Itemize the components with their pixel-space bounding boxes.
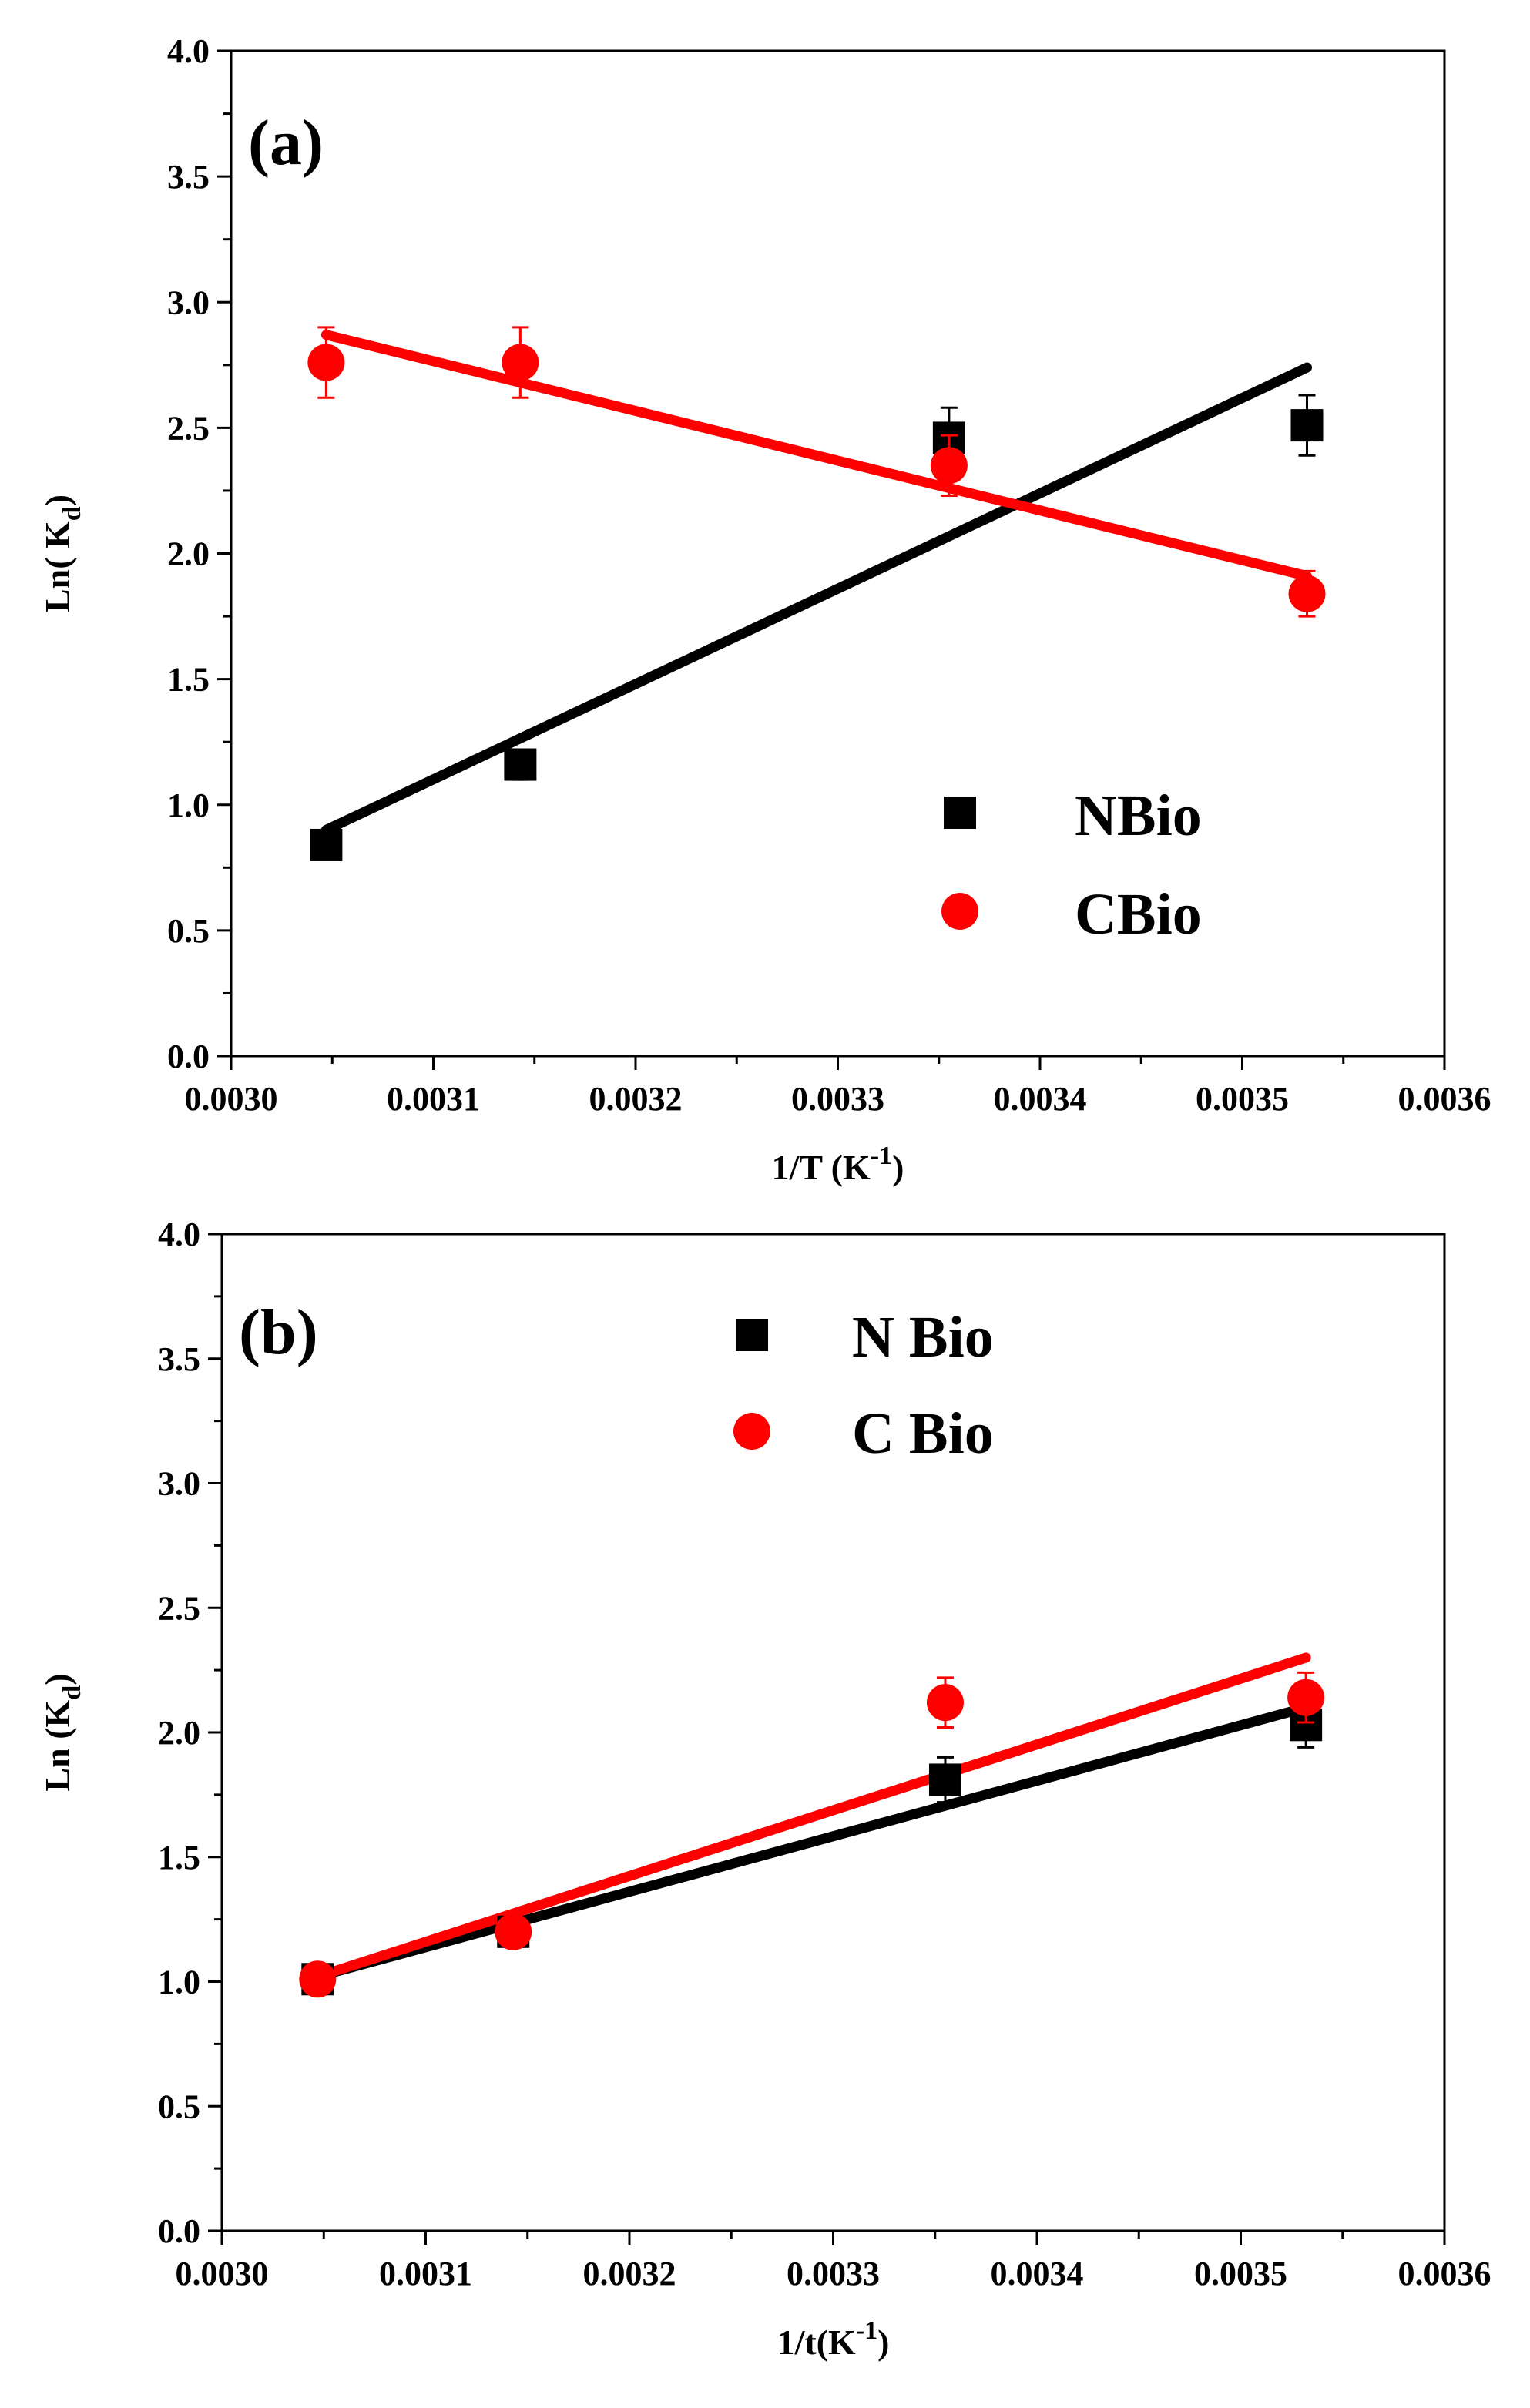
panel-b-legend-1-marker [736, 1319, 768, 1351]
panel-b-y-tick-label: 2.0 [158, 1714, 200, 1752]
panel-b-y-tick-label: 0.0 [158, 2212, 200, 2250]
panel-a-x-tick-label: 0.0033 [791, 1080, 884, 1118]
panel-b-x-tick-label: 0.0034 [991, 2255, 1084, 2292]
panel-b-x-tick-label: 0.0033 [787, 2255, 880, 2292]
panel-b-series-1-point [928, 1763, 961, 1796]
panel-a-legend-1-marker [944, 797, 976, 829]
panel-a-y-axis-label-main: Ln( K [38, 521, 77, 612]
panel-b-y-axis-label-tail: ) [38, 1673, 77, 1685]
panel-b-series-2-point [1287, 1679, 1325, 1716]
panel-a-x-tick-label: 0.0036 [1398, 1080, 1491, 1118]
panel-a-series-2-point [1288, 575, 1326, 612]
panel-a-series-1-fit-line [320, 362, 1312, 835]
panel-b-series-2-point [495, 1913, 532, 1950]
panel-b-x-tick-label: 0.0032 [583, 2255, 676, 2292]
panel-b-x-axis-label-sup: -1 [856, 2316, 877, 2345]
panel-a-y-axis-label-tail: ) [38, 495, 77, 506]
panel-a-legend-2-marker [941, 893, 978, 930]
panel-a-series-2-fit-line [320, 330, 1312, 582]
panel-a-x-axis-label: 1/T (K-1) [772, 1142, 904, 1187]
panel-a-y-tick-label: 0.0 [167, 1038, 210, 1075]
panel-b-series-2-point [299, 1960, 337, 1998]
panel-a-y-tick-label: 4.0 [167, 32, 210, 70]
panel-b-panel-label: (b) [239, 1296, 318, 1368]
panel-a-legend-1-label: NBio [1075, 783, 1202, 848]
panel-a-x-tick-label: 0.0034 [994, 1080, 1087, 1118]
panel-a-panel-label: (a) [248, 107, 324, 179]
panel-a-y-axis-label: Ln( Kd) [38, 495, 86, 612]
panel-b-x-axis-label-main: 1/t(K [777, 2322, 856, 2362]
panel-b-y-tick-label: 0.5 [158, 2088, 200, 2125]
panel-a-series-2-point [307, 344, 345, 381]
panel-a-y-tick-label: 0.5 [167, 912, 210, 950]
panel-b-legend-1-label: N Bio [852, 1305, 994, 1370]
panel-a-y-axis-label-sub: d [58, 506, 86, 521]
panel-a-x-axis-label-main: 1/T (K [772, 1148, 871, 1187]
panel-b-series-2-fit-line [312, 1652, 1311, 1982]
panel-a-y-tick-label: 3.0 [167, 283, 210, 321]
panel-a-plot-frame [230, 49, 1446, 1058]
panel-b-x-axis-label: 1/t(K-1) [777, 2316, 890, 2362]
panel-b-y-axis-label-main: Ln (K [38, 1699, 77, 1791]
panel-b-y-tick-label: 3.0 [158, 1465, 200, 1503]
panel-a-series-1-point [504, 748, 537, 781]
panel-b-y-tick-label: 1.0 [158, 1964, 200, 2001]
panel-a: 0.0030 0.0031 0.0032 0.0033 0.0034 0.0035 0.00… [38, 32, 1491, 1187]
panel-a-series-1-point [310, 828, 343, 861]
panel-b-x-tick-label: 0.0035 [1194, 2255, 1287, 2292]
panel-a-y-tick-label: 3.5 [167, 158, 210, 196]
panel-b-legend-2-marker [733, 1413, 770, 1450]
panel-a-x-tick-label: 0.0032 [589, 1080, 683, 1118]
panel-a-y-tick-label: 2.5 [167, 409, 210, 447]
panel-b-x-tick-label: 0.0030 [176, 2255, 269, 2292]
panel-a-y-tick-label: 1.0 [167, 786, 210, 824]
panel-a-y-tick-label: 2.0 [167, 535, 210, 573]
panel-a-series-1-point [1290, 409, 1324, 442]
panel-a-x-axis-label-tail: ) [892, 1148, 904, 1187]
panel-a-series-2-point [502, 344, 539, 381]
panel-a-legend-2-label: CBio [1075, 882, 1202, 947]
panel-b-series-1-fit-line [312, 1702, 1311, 1982]
panel-b-legend-2-label: C Bio [852, 1401, 994, 1466]
panel-b-y-tick-label: 4.0 [158, 1216, 200, 1253]
panel-a-x-tick-label: 0.0031 [387, 1080, 480, 1118]
panel-b-series-2-point [926, 1684, 964, 1722]
panel-b-y-axis-label: Ln (Kd) [38, 1673, 86, 1791]
panel-b-x-axis-label-tail: ) [877, 2322, 889, 2362]
panel-b-y-axis-label-sub: d [58, 1685, 86, 1700]
panel-a-series-2-point [930, 447, 968, 485]
panel-a-x-tick-label: 0.0035 [1196, 1080, 1289, 1118]
panel-b-x-tick-label: 0.0036 [1398, 2255, 1491, 2292]
panel-a-x-axis-label-sup: -1 [871, 1142, 892, 1170]
panel-b-y-tick-label: 1.5 [158, 1839, 200, 1876]
panel-b-y-tick-label: 2.5 [158, 1589, 200, 1627]
panel-b-x-tick-label: 0.0031 [379, 2255, 472, 2292]
panel-a-y-tick-label: 1.5 [167, 661, 210, 699]
panel-b-plot-frame [220, 1233, 1446, 2232]
panel-b-y-tick-label: 3.5 [158, 1340, 200, 1378]
panel-b: 0.0030 0.0031 0.0032 0.0033 0.0034 0.0035 0.00… [38, 1216, 1491, 2362]
panel-a-x-tick-label: 0.0030 [185, 1080, 278, 1118]
